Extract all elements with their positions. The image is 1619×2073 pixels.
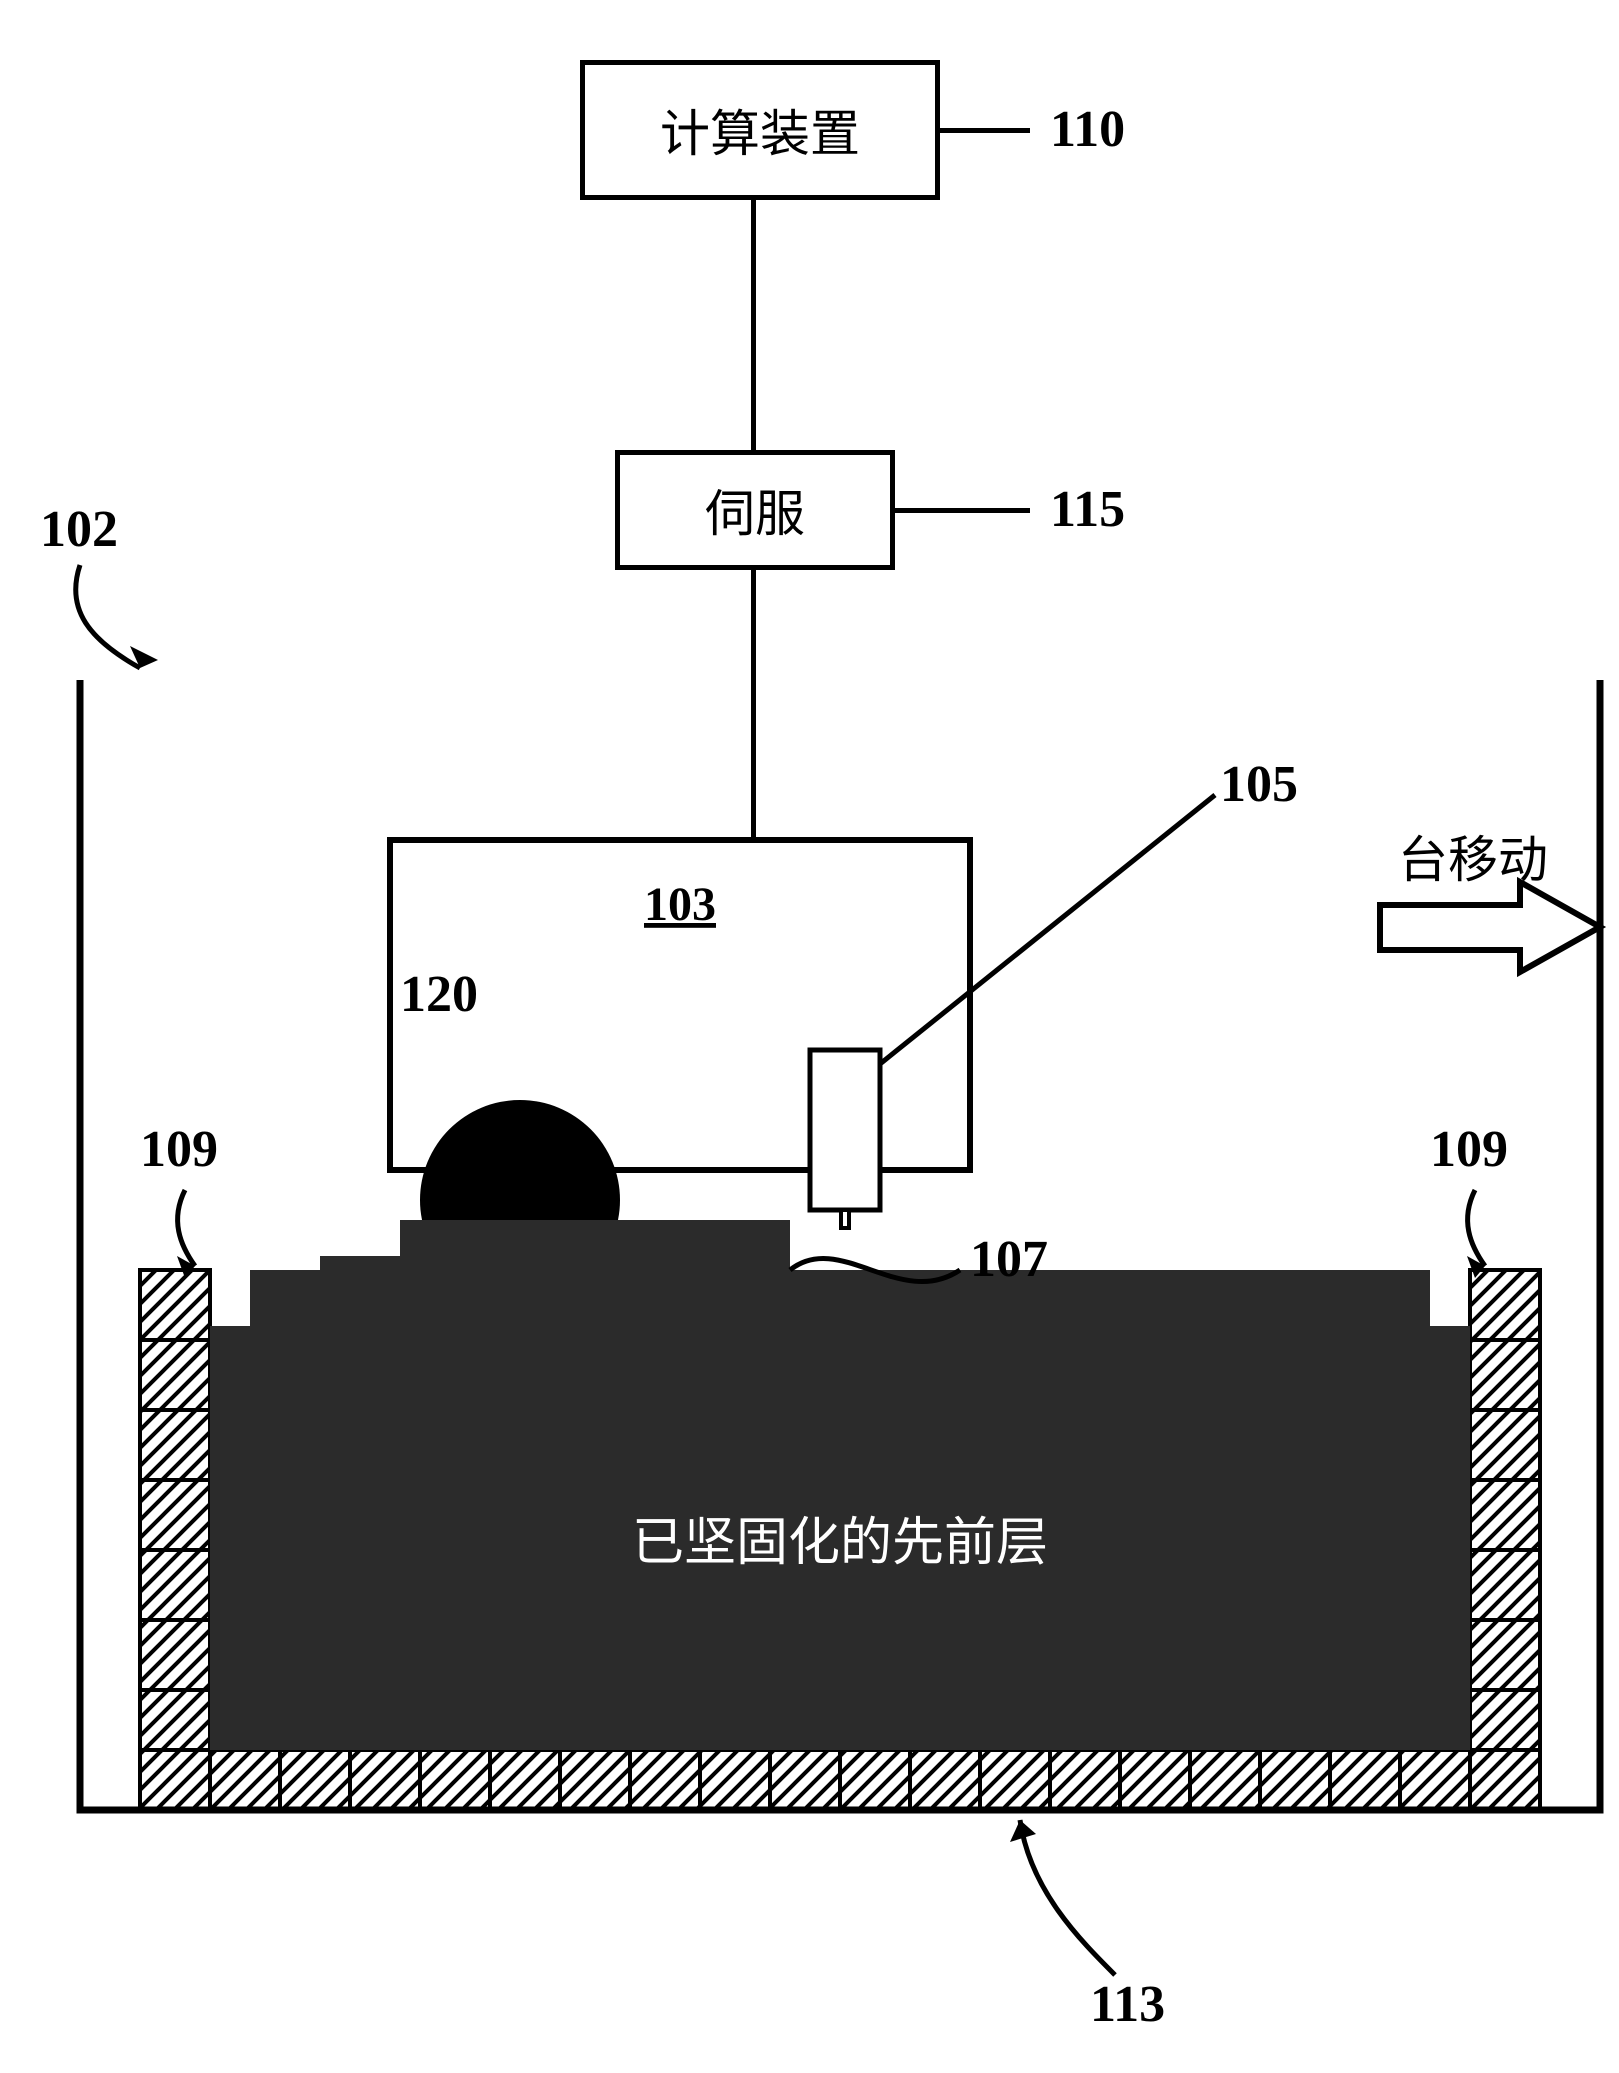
main-svg: 103 xyxy=(20,20,1619,2053)
ref-107: 107 xyxy=(970,1230,1048,1289)
bottom-row-113 xyxy=(140,1750,1540,1810)
move-label: 台移动 xyxy=(1398,820,1548,892)
ref-113: 113 xyxy=(1090,1975,1165,2034)
ref-109-left: 109 xyxy=(140,1120,218,1179)
carriage-id: 103 xyxy=(644,878,716,931)
diagram-canvas: 计算装置 110 伺服 115 102 103 xyxy=(20,20,1619,2053)
ref-105: 105 xyxy=(1220,755,1298,814)
ref-120: 120 xyxy=(400,965,478,1024)
solid-label: 已坚固化的先前层 xyxy=(632,1515,1048,1572)
ref-109-right: 109 xyxy=(1430,1120,1508,1179)
move-arrow xyxy=(1380,882,1600,972)
